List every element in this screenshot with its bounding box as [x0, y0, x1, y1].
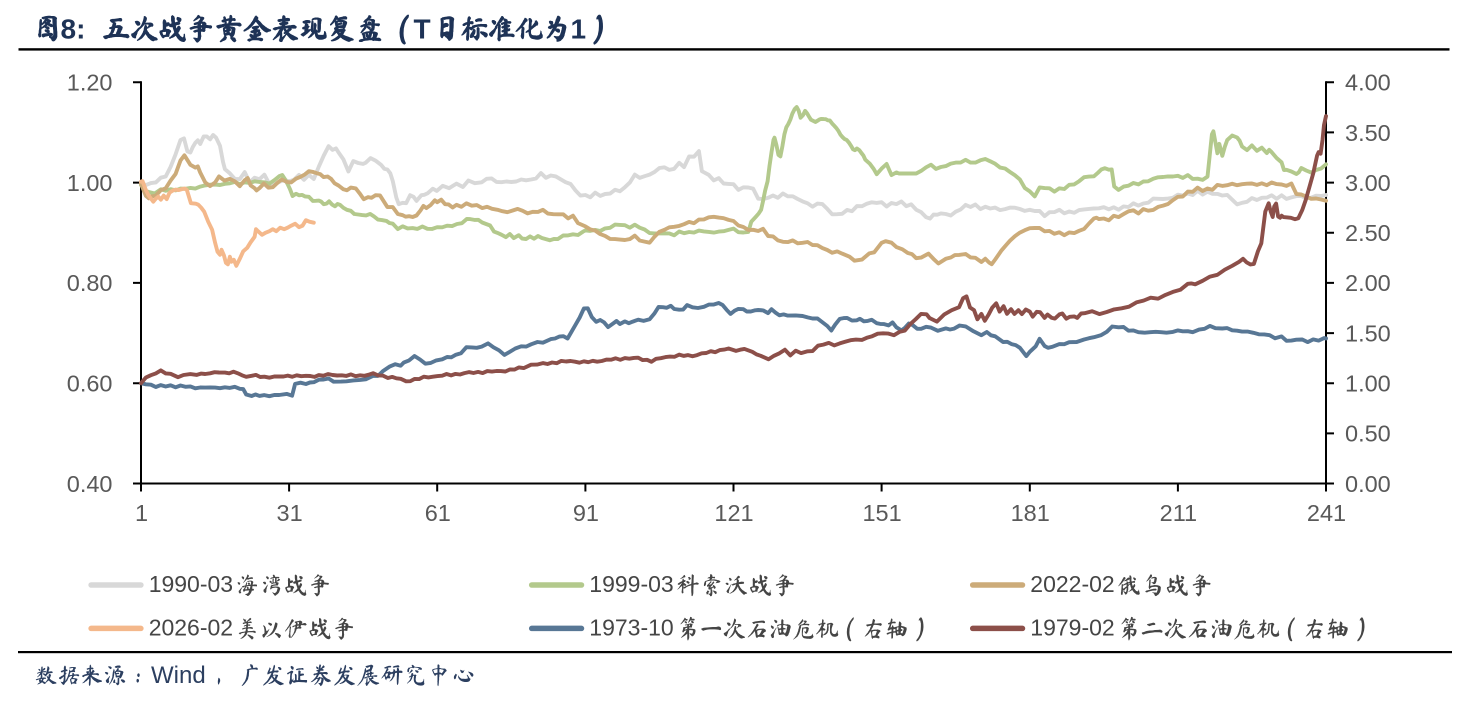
svg-text:1979-02: 1979-02 — [1030, 614, 1114, 640]
svg-text:3.50: 3.50 — [1345, 120, 1391, 146]
svg-text:61: 61 — [425, 500, 451, 526]
svg-text:2022-02: 2022-02 — [1030, 571, 1114, 597]
svg-text:1: 1 — [571, 14, 587, 45]
svg-text:1.20: 1.20 — [67, 70, 113, 96]
svg-text:3.00: 3.00 — [1345, 170, 1391, 196]
svg-text:1990-03: 1990-03 — [149, 571, 233, 597]
svg-text:181: 181 — [1011, 500, 1050, 526]
svg-text:2.00: 2.00 — [1345, 270, 1391, 296]
svg-text:1.00: 1.00 — [1345, 371, 1391, 397]
svg-text:0.00: 0.00 — [1345, 471, 1391, 497]
svg-text:0.80: 0.80 — [67, 270, 113, 296]
svg-text:4.00: 4.00 — [1345, 70, 1391, 96]
svg-text:211: 211 — [1160, 500, 1197, 526]
svg-text:1999-03: 1999-03 — [589, 571, 673, 597]
svg-text:0.60: 0.60 — [67, 371, 113, 397]
svg-text:151: 151 — [862, 500, 901, 526]
svg-text:1: 1 — [135, 500, 148, 526]
svg-text:91: 91 — [573, 500, 599, 526]
svg-text:8:: 8: — [61, 14, 86, 45]
svg-text:2.50: 2.50 — [1345, 220, 1391, 246]
svg-text:31: 31 — [277, 500, 303, 526]
svg-text:241: 241 — [1307, 500, 1346, 526]
svg-text:1.50: 1.50 — [1345, 320, 1391, 346]
svg-text:121: 121 — [714, 500, 753, 526]
svg-text:0.50: 0.50 — [1345, 421, 1391, 447]
svg-text:Wind: Wind — [151, 662, 206, 689]
svg-text:1973-10: 1973-10 — [589, 614, 673, 640]
svg-text:2026-02: 2026-02 — [149, 614, 233, 640]
svg-text:1.00: 1.00 — [67, 170, 113, 196]
svg-text:0.40: 0.40 — [67, 471, 113, 497]
svg-text:T: T — [414, 14, 431, 45]
